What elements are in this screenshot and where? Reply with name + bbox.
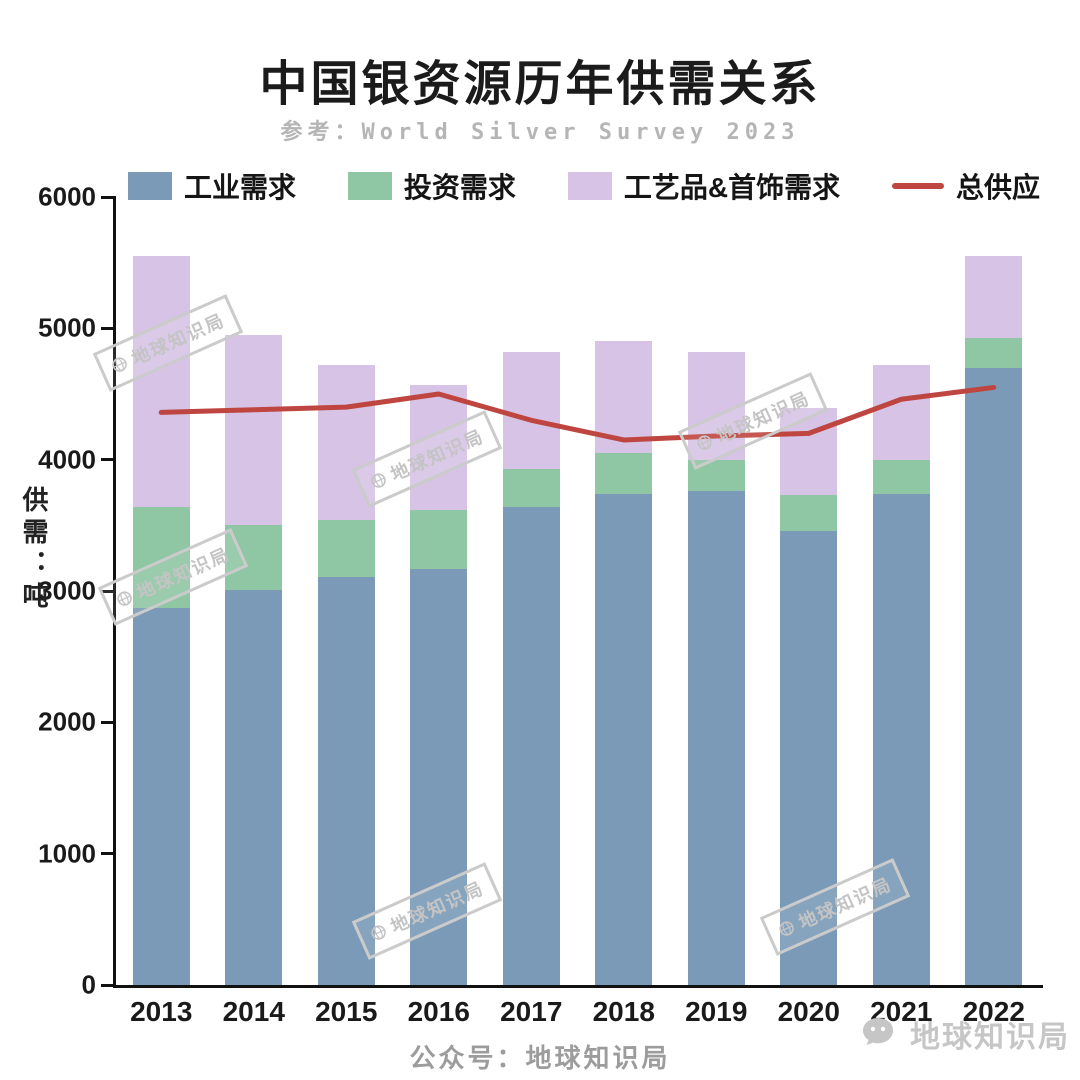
bar-segment: [595, 453, 653, 494]
footer-account: 公众号：地球知识局: [409, 1043, 671, 1073]
chart-subtitle: 参考：World Silver Survey 2023: [280, 120, 800, 145]
bar-segment: [965, 337, 1023, 368]
y-tick-label: 6000: [38, 181, 96, 212]
globe-icon: [779, 921, 794, 936]
watermark-text: 地球知识局: [387, 425, 488, 485]
x-tick-label: 2017: [500, 996, 563, 1027]
bar-segment: [410, 568, 468, 985]
bar-segment: [780, 530, 838, 985]
x-tick-label: 2018: [592, 996, 655, 1027]
watermark-stamp: 地球知识局: [351, 410, 503, 508]
bar-segment: [502, 468, 560, 507]
brand-text: 地球知识局: [910, 1021, 1070, 1054]
x-tick-label: 2019: [685, 996, 748, 1027]
y-tick-mark: [101, 326, 113, 330]
bar-segment: [502, 506, 560, 985]
bar-segment: [872, 493, 930, 985]
watermark-text: 地球知识局: [387, 877, 488, 937]
y-tick-label: 5000: [38, 312, 96, 343]
legend-item-jewelry: 工艺品&首饰需求: [567, 166, 841, 206]
bar-segment: [965, 367, 1023, 985]
watermark-stamp: 地球知识局: [97, 528, 249, 626]
bar-segment: [687, 459, 745, 492]
watermark-stamp: 地球知识局: [92, 294, 244, 392]
y-tick-label: 1000: [38, 838, 96, 869]
bar-segment: [687, 491, 745, 985]
wechat-icon: [863, 1018, 893, 1045]
y-tick-label: 2000: [38, 706, 96, 737]
bar-segment: [502, 351, 560, 469]
y-axis-title: 供需：吨: [19, 486, 49, 614]
y-tick-mark: [101, 589, 113, 593]
globe-icon: [117, 591, 132, 606]
bar-segment: [132, 608, 190, 985]
x-tick-label: 2014: [222, 996, 285, 1027]
legend-swatch-industrial-icon: [128, 172, 172, 200]
bar-segment: [225, 334, 283, 526]
x-tick-label: 2022: [962, 996, 1025, 1027]
bar-segment: [872, 459, 930, 494]
legend: 工业需求 投资需求 工艺品&首饰需求 总供应: [128, 166, 1040, 206]
y-tick-label: 0: [81, 969, 96, 1000]
chart-title: 中国银资源历年供需关系: [259, 58, 821, 111]
legend-item-supply: 总供应: [891, 166, 1040, 206]
globe-icon: [371, 473, 386, 488]
bar-segment: [872, 365, 930, 460]
legend-label-investment: 投资需求: [403, 172, 516, 203]
y-tick-label: 4000: [38, 444, 96, 475]
legend-item-investment: 投资需求: [347, 166, 516, 206]
legend-label-industrial: 工业需求: [184, 172, 297, 203]
bar-segment: [410, 509, 468, 569]
x-tick-label: 2015: [315, 996, 378, 1027]
legend-label-jewelry: 工艺品&首饰需求: [623, 172, 841, 203]
x-tick-label: 2013: [130, 996, 193, 1027]
y-tick-label: 3000: [38, 575, 96, 606]
bar-segment: [965, 256, 1023, 338]
legend-swatch-investment-icon: [347, 172, 392, 200]
bar-segment: [225, 525, 283, 590]
bar-segment: [225, 589, 283, 985]
legend-swatch-supply-line-icon: [891, 183, 944, 189]
watermark-stamp: 地球知识局: [759, 858, 911, 956]
bar-segment: [780, 495, 838, 531]
bar-segment: [317, 520, 375, 577]
y-tick-mark: [101, 983, 113, 987]
globe-icon: [697, 435, 712, 450]
y-tick-mark: [101, 852, 113, 856]
globe-icon: [112, 357, 127, 372]
x-axis: [113, 985, 1043, 988]
globe-icon: [371, 925, 386, 940]
legend-swatch-jewelry-icon: [567, 172, 612, 200]
y-axis: [113, 196, 116, 988]
watermark-stamp: 地球知识局: [351, 862, 503, 960]
bar-segment: [317, 576, 375, 985]
bar-segment: [132, 256, 190, 507]
y-tick-mark: [101, 458, 113, 462]
y-tick-mark: [101, 195, 113, 199]
bar-segment: [595, 493, 653, 985]
legend-label-supply: 总供应: [955, 172, 1040, 203]
y-tick-mark: [101, 720, 113, 724]
x-tick-label: 2016: [407, 996, 470, 1027]
bar-segment: [132, 506, 190, 609]
bar-segment: [595, 341, 653, 454]
legend-item-industrial: 工业需求: [128, 166, 296, 206]
x-tick-label: 2020: [777, 996, 840, 1027]
brand-watermark: 地球知识局: [862, 1012, 1070, 1056]
